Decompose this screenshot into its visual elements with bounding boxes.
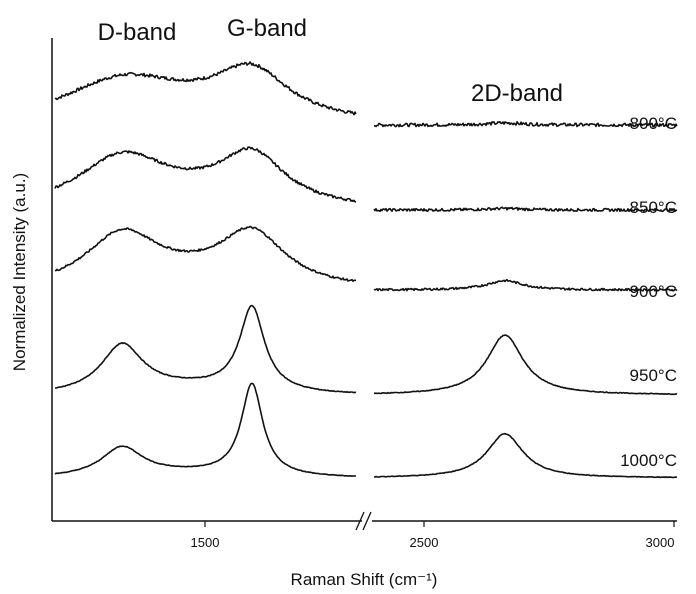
tick-label-2500: 2500 <box>410 535 439 550</box>
axis-break-marks <box>355 511 372 531</box>
spectrum-line-900-left <box>55 225 357 282</box>
spectrum-line-850-left <box>54 146 357 203</box>
x-axis-title: Raman Shift (cm⁻¹) <box>291 570 438 589</box>
spectrum-line-1000-left <box>54 382 357 477</box>
y-axis-title: Normalized Intensity (a.u.) <box>10 173 29 371</box>
series-label-800: 800°C <box>630 114 677 133</box>
series-label-1000: 1000°C <box>620 451 677 470</box>
spectrum-line-900-right <box>373 278 678 292</box>
spectrum-line-850-right <box>373 206 678 213</box>
spectrum-line-950-right <box>374 334 678 396</box>
spectrum-line-950-left <box>54 304 357 394</box>
spectrum-line-800-left <box>54 61 357 116</box>
spectrum-line-1000-right <box>374 432 678 479</box>
annotation-g-band: G-band <box>227 15 307 42</box>
tick-label-3000: 3000 <box>646 535 675 550</box>
temperature-labels: 800°C 850°C 900°C 950°C 1000°C <box>620 114 677 470</box>
spectra-group <box>54 61 678 479</box>
annotation-2d-band: 2D-band <box>471 80 563 107</box>
series-label-850: 850°C <box>630 198 677 217</box>
tick-label-1500: 1500 <box>191 535 220 550</box>
annotation-d-band: D-band <box>98 19 177 46</box>
series-label-900: 900°C <box>630 282 677 301</box>
series-label-950: 950°C <box>630 366 677 385</box>
spectrum-line-800-right <box>374 121 678 128</box>
